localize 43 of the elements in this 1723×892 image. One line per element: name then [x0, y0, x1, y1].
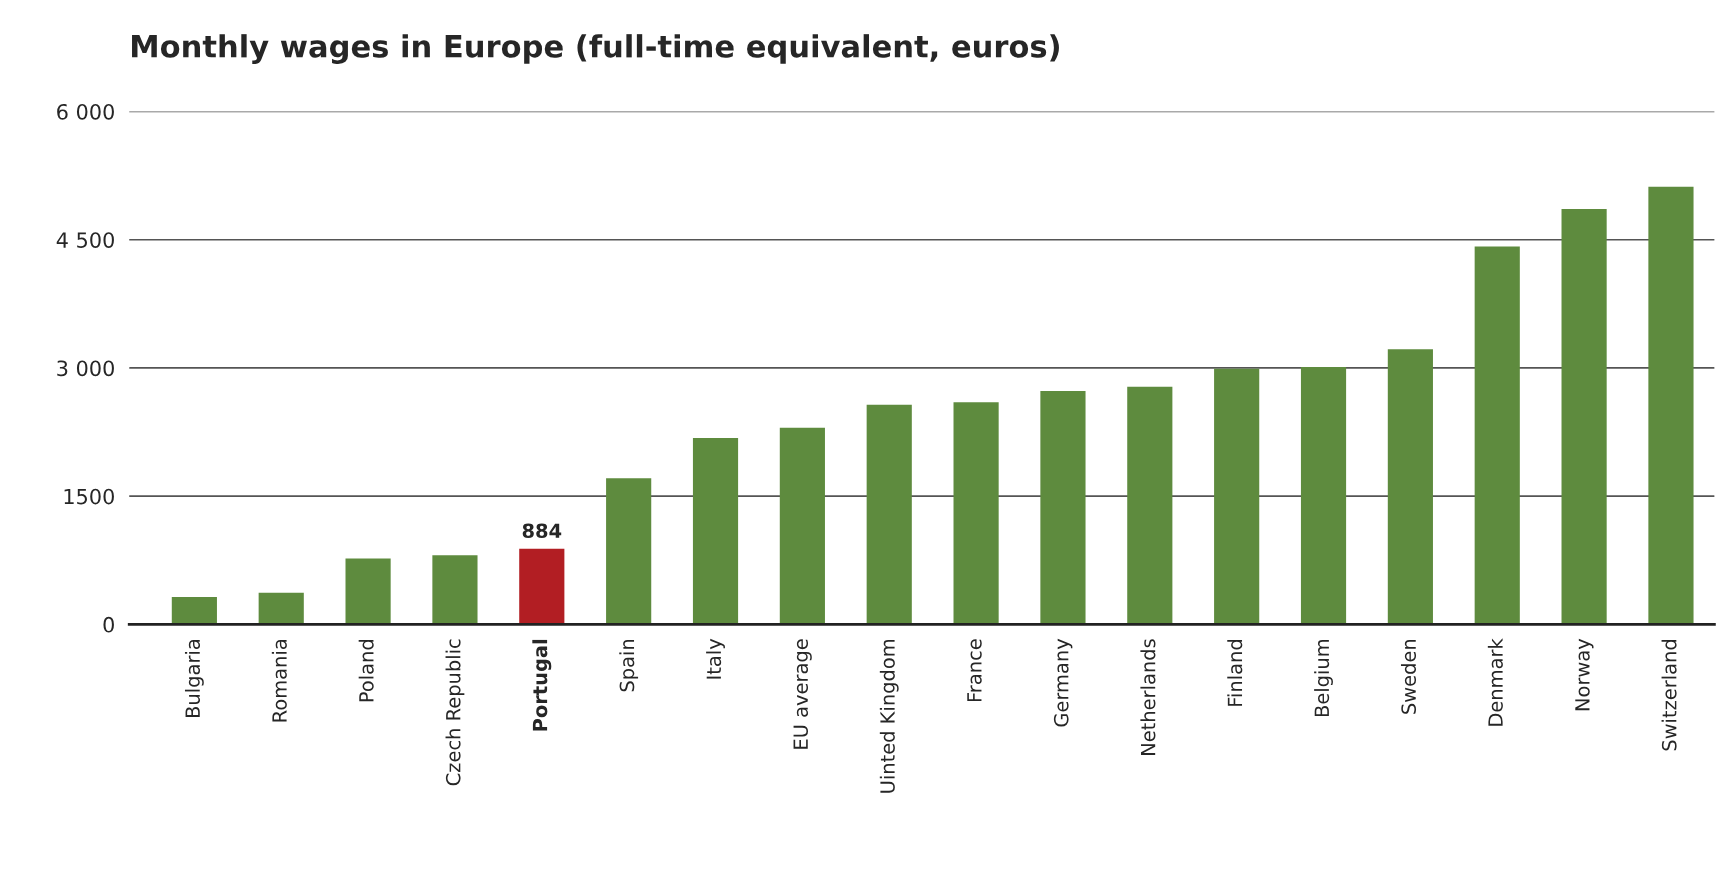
x-tick-label: Spain — [619, 639, 639, 692]
x-tick-label: Poland — [358, 640, 374, 702]
x-tick-label: Czech Republic — [445, 639, 465, 786]
bar — [171, 597, 217, 625]
x-tick-label: Portugal — [532, 639, 552, 731]
x-tick-label: Switzerland — [1661, 640, 1677, 751]
y-tick-label: 6 000 — [57, 103, 114, 120]
x-tick-label: Germany — [1053, 638, 1073, 727]
x-tick-label: Bulgaria — [184, 640, 204, 718]
x-tick-label: Denmark — [1487, 638, 1503, 726]
bar — [1214, 368, 1260, 625]
x-tick-label: Uinted Kingdom — [879, 639, 899, 793]
bar — [692, 438, 739, 625]
x-tick-label: Italy — [706, 638, 725, 679]
chart-title: Monthly wages in Europe (full-time equivalent, euros) — [132, 34, 1059, 64]
y-tick-label: 0 — [103, 616, 114, 633]
x-tick-label: Romania — [271, 640, 287, 722]
x-tick-label: Sweden — [1400, 639, 1417, 714]
bar — [1648, 186, 1694, 625]
bar — [779, 427, 825, 625]
bar — [1474, 246, 1520, 625]
bar — [1387, 349, 1433, 625]
y-tick-label: 1500 — [64, 488, 114, 505]
y-tick-label: 3 000 — [57, 360, 114, 377]
bar — [345, 558, 391, 625]
bar — [606, 478, 652, 625]
bar — [866, 404, 912, 625]
x-tick-label: Netherlands — [1140, 639, 1156, 755]
x-tick-label: Finland — [1227, 640, 1243, 706]
y-tick-label: 4 500 — [56, 232, 114, 248]
bar — [258, 592, 304, 625]
x-tick-label: EU average — [793, 639, 812, 749]
bar — [1040, 391, 1086, 625]
x-tick-label: Norway — [1575, 638, 1594, 711]
x-tick-label: Belgium — [1314, 639, 1333, 717]
bar — [1300, 367, 1347, 625]
bar — [1561, 208, 1607, 625]
bar — [1127, 386, 1173, 625]
bar — [519, 548, 565, 625]
x-tick-label: France — [967, 639, 982, 702]
bar — [953, 402, 999, 625]
bar — [432, 555, 478, 625]
data-label: 884 — [522, 523, 562, 539]
